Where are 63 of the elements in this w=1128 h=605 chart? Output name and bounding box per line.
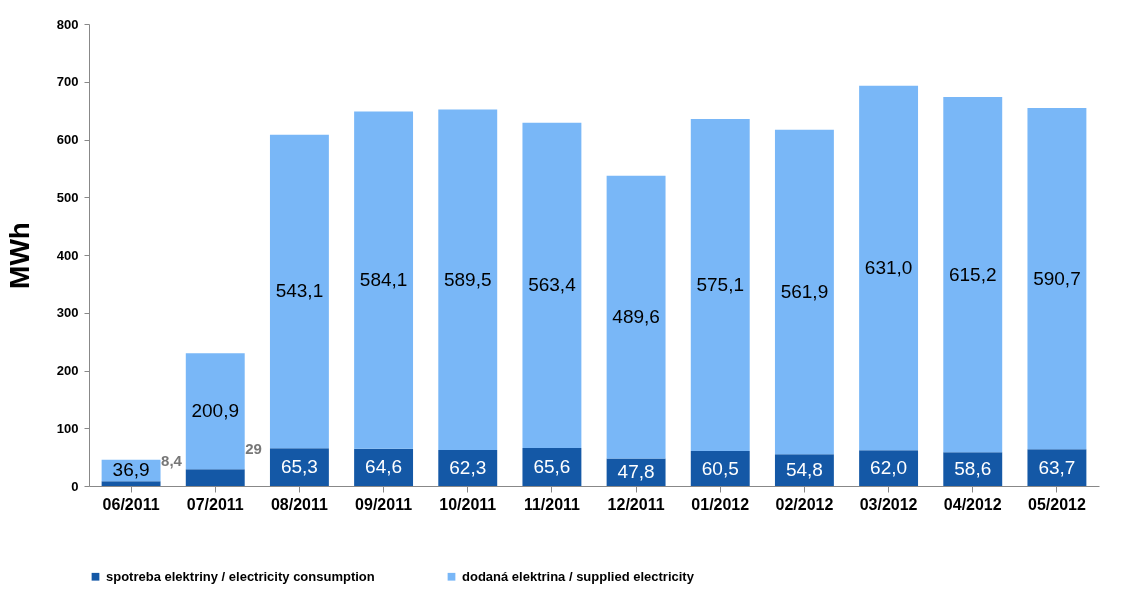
data-label: 200,9 (191, 400, 240, 422)
x-tick-label: 10/2011 (439, 495, 497, 513)
y-tick-label: 400 (56, 247, 79, 263)
bar (438, 109, 498, 451)
data-label: 65,6 (533, 456, 571, 478)
y-tick-label: 600 (56, 132, 79, 147)
bar (774, 129, 834, 455)
x-tick-label: 08/2011 (270, 495, 328, 513)
bar (354, 111, 414, 449)
data-label: 8,4 (161, 452, 183, 470)
bar (690, 118, 750, 452)
bar (101, 481, 161, 486)
y-tick-label: 0 (71, 478, 79, 494)
data-label: 584,1 (359, 269, 408, 291)
data-label: 60,5 (701, 457, 739, 479)
data-label: 631,0 (864, 256, 913, 278)
data-label: 575,1 (696, 274, 745, 295)
x-tick-label: 05/2012 (1027, 495, 1086, 513)
y-tick-label: 300 (56, 305, 79, 321)
bar (943, 96, 1003, 453)
data-label: 615,2 (948, 263, 997, 285)
y-tick-label: 800 (56, 16, 79, 32)
y-tick-label: 500 (56, 189, 79, 205)
x-tick-label: 07/2011 (186, 495, 244, 513)
y-axis-title: MWh (3, 222, 35, 289)
x-tick-label: 02/2012 (775, 495, 834, 513)
data-label: 489,6 (612, 306, 660, 328)
data-label: 589,5 (443, 268, 492, 290)
data-label: 62,0 (870, 457, 908, 479)
data-label: 561,9 (780, 281, 829, 303)
bar (185, 353, 245, 470)
data-label: 58,6 (954, 458, 992, 480)
bar (1027, 449, 1087, 486)
legend-label: dodaná elektrina / supplied electricity (462, 568, 695, 584)
x-tick-label: 12/2011 (607, 495, 665, 513)
bar (522, 122, 582, 449)
x-tick-label: 03/2012 (859, 495, 918, 513)
y-tick-label: 200 (56, 363, 79, 378)
legend-label: spotreba elektriny / electricity consumption (106, 568, 375, 584)
data-label: 36,9 (112, 459, 150, 481)
data-label: 47,8 (617, 461, 655, 483)
data-label: 65,3 (280, 456, 318, 478)
data-label: 29 (245, 440, 262, 458)
data-label: 543,1 (275, 280, 324, 302)
data-label: 62,3 (449, 457, 487, 479)
data-label: 590,7 (1033, 267, 1081, 289)
x-tick-label: 11/2011 (523, 495, 581, 513)
bar (1027, 108, 1087, 450)
bar (859, 85, 919, 451)
x-tick-label: 06/2011 (102, 495, 160, 513)
bar (269, 134, 329, 449)
data-label: 54,8 (785, 459, 823, 481)
x-tick-label: 04/2012 (943, 495, 1002, 513)
bar (185, 469, 245, 486)
y-tick-label: 100 (56, 420, 79, 436)
y-tick-label: 700 (56, 74, 79, 90)
data-label: 563,4 (528, 274, 577, 296)
x-tick-label: 01/2012 (691, 495, 750, 513)
bar (606, 175, 666, 459)
data-label: 64,6 (365, 456, 403, 478)
bar (269, 448, 329, 486)
x-tick-label: 09/2011 (355, 495, 413, 513)
data-label: 63,7 (1038, 456, 1076, 478)
